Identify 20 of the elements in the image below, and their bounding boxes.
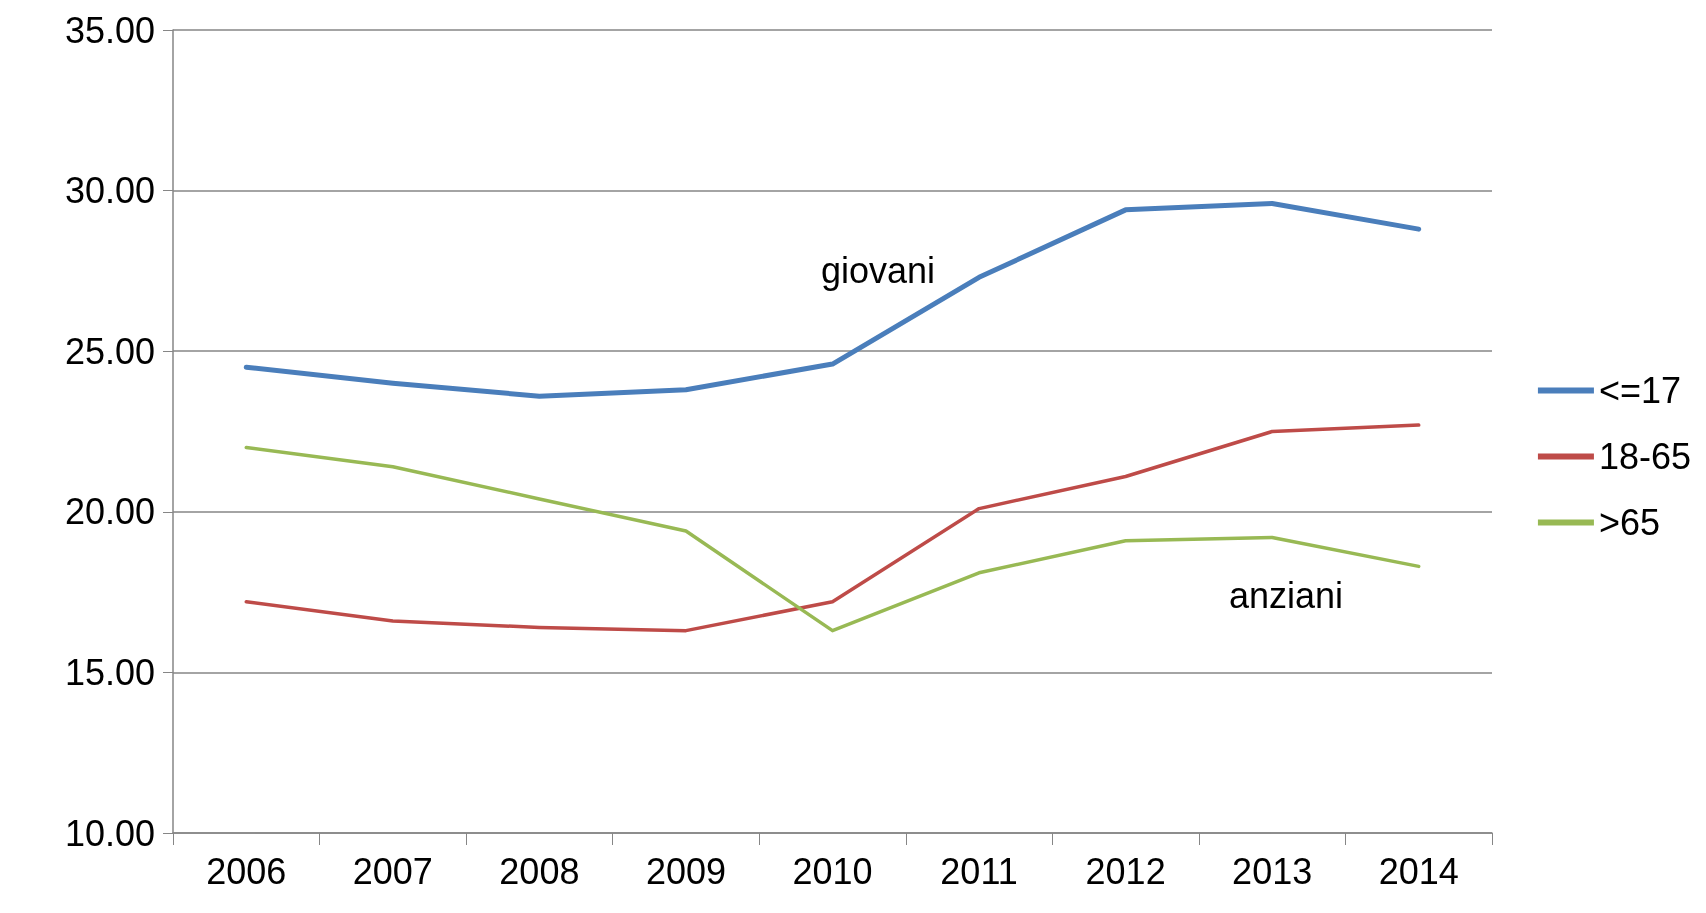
x-tick-label: 2010 [792, 850, 873, 892]
x-tick-label: 2011 [940, 850, 1018, 892]
x-tick-label: 2012 [1085, 850, 1166, 892]
x-tick-label: 2014 [1378, 850, 1459, 892]
x-tick-label: 2009 [645, 850, 726, 892]
y-tick-label: 35.00 [64, 9, 155, 51]
annotation: anziani [1228, 574, 1344, 616]
x-tick-label: 2006 [206, 850, 287, 892]
y-tick-label: 25.00 [64, 330, 155, 372]
y-tick-label: 15.00 [64, 651, 155, 693]
legend-label: <=17 [1598, 370, 1682, 411]
legend-label: 18-65 [1598, 436, 1691, 477]
x-tick-label: 2008 [499, 850, 580, 892]
y-tick-label: 10.00 [64, 812, 155, 854]
annotation: giovani [820, 249, 936, 291]
legend-label: >65 [1598, 502, 1660, 543]
y-tick-label: 20.00 [64, 491, 155, 533]
x-tick-label: 2013 [1232, 850, 1313, 892]
y-tick-label: 30.00 [64, 170, 155, 212]
x-tick-label: 2007 [352, 850, 433, 892]
